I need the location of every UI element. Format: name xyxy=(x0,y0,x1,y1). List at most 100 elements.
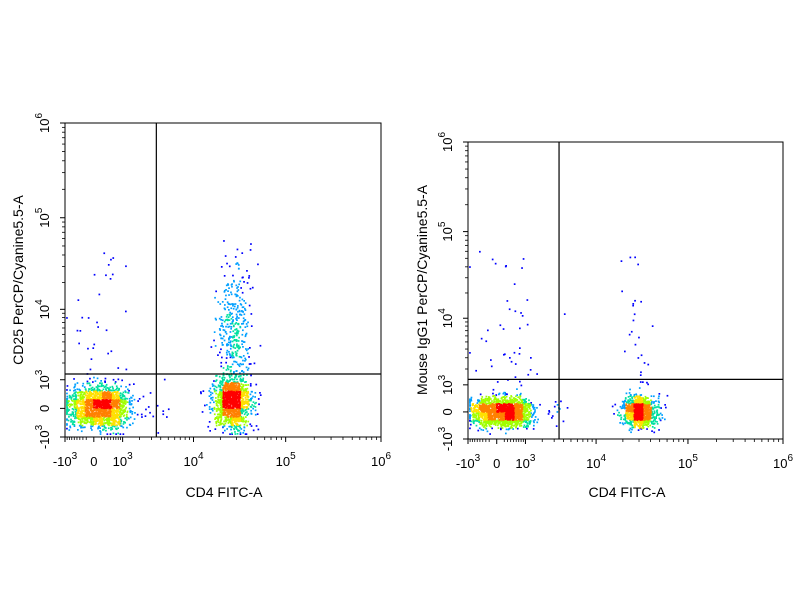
event-dot xyxy=(88,395,91,398)
event-dot xyxy=(469,266,471,268)
event-dot xyxy=(249,363,252,365)
event-dot xyxy=(223,402,226,404)
event-dot xyxy=(223,339,226,342)
event-dot xyxy=(223,329,226,332)
event-dot xyxy=(89,392,92,394)
event-dot xyxy=(238,395,240,397)
event-dot xyxy=(109,386,112,389)
event-dot xyxy=(224,387,227,389)
event-dot xyxy=(78,399,80,402)
event-dot xyxy=(113,422,116,425)
event-dot xyxy=(474,416,477,419)
event-dot xyxy=(219,334,222,337)
event-dot xyxy=(248,363,251,365)
event-dot xyxy=(230,425,233,428)
event-dot xyxy=(616,409,619,412)
event-dot xyxy=(631,406,634,409)
event-dot xyxy=(487,400,490,402)
event-dot xyxy=(80,422,82,424)
event-dot xyxy=(245,394,248,397)
event-dot xyxy=(122,433,125,435)
event-dot xyxy=(113,399,116,402)
event-dot xyxy=(232,324,235,327)
event-dot xyxy=(633,420,636,423)
event-dot xyxy=(106,386,109,389)
event-dot xyxy=(229,399,231,402)
event-dot xyxy=(227,390,229,393)
event-dot xyxy=(88,391,91,394)
event-dot xyxy=(522,412,524,415)
event-dot xyxy=(228,325,231,328)
event-dot xyxy=(488,423,490,425)
event-dot xyxy=(240,397,243,399)
event-dot xyxy=(219,404,222,406)
event-dot xyxy=(237,330,240,333)
event-dot xyxy=(233,305,236,308)
event-dot xyxy=(236,329,239,332)
event-dot xyxy=(98,410,100,412)
event-dot xyxy=(98,405,101,407)
event-dot xyxy=(625,401,628,403)
event-dot xyxy=(109,412,112,415)
event-dot xyxy=(118,414,121,416)
event-dot xyxy=(74,417,76,420)
event-dot xyxy=(125,400,127,402)
event-dot xyxy=(129,416,132,419)
event-dot xyxy=(231,422,234,424)
event-dot xyxy=(217,396,219,398)
event-dot xyxy=(226,413,229,415)
event-dot xyxy=(121,393,124,395)
event-dot xyxy=(656,411,659,414)
event-dot xyxy=(504,391,506,394)
event-dot xyxy=(93,416,96,418)
event-dot xyxy=(220,420,222,422)
event-dot xyxy=(236,334,238,337)
event-dot xyxy=(210,397,212,400)
event-dot xyxy=(236,319,238,321)
event-dot xyxy=(106,402,108,405)
event-dot xyxy=(98,394,101,396)
event-dot xyxy=(226,314,229,316)
event-dot xyxy=(231,382,233,384)
event-dot xyxy=(116,394,119,397)
event-dot xyxy=(85,412,88,415)
event-dot xyxy=(88,394,90,396)
event-dot xyxy=(88,411,91,414)
event-dot xyxy=(81,396,84,399)
event-dot xyxy=(241,306,244,309)
event-dot xyxy=(225,384,227,386)
event-dot xyxy=(74,411,77,413)
event-dot xyxy=(77,417,80,419)
event-dot xyxy=(469,420,471,422)
event-dot xyxy=(113,420,115,423)
event-dot xyxy=(488,410,490,413)
event-dot xyxy=(236,381,239,383)
event-dot xyxy=(209,401,212,404)
event-dot xyxy=(514,310,517,313)
event-dot xyxy=(79,423,82,426)
event-dot xyxy=(89,399,92,401)
event-dot xyxy=(482,413,485,415)
event-dot xyxy=(245,323,248,325)
event-dot xyxy=(253,362,256,365)
event-dot xyxy=(627,414,629,417)
event-dot xyxy=(213,390,216,393)
event-dot xyxy=(241,403,243,405)
event-dot xyxy=(102,412,104,414)
event-dot xyxy=(237,289,240,291)
event-dot xyxy=(244,420,246,423)
event-dot xyxy=(93,394,96,397)
event-dot xyxy=(656,409,659,412)
event-dot xyxy=(519,395,521,398)
event-dot xyxy=(517,396,519,399)
event-dot xyxy=(233,389,235,392)
event-dot xyxy=(504,425,507,428)
event-dot xyxy=(638,336,640,339)
event-dot xyxy=(98,293,101,296)
event-dot xyxy=(145,408,147,411)
event-dot xyxy=(533,411,536,414)
event-dot xyxy=(127,388,129,391)
event-dot xyxy=(123,398,125,400)
event-dot xyxy=(88,401,91,404)
event-dot xyxy=(240,304,243,306)
